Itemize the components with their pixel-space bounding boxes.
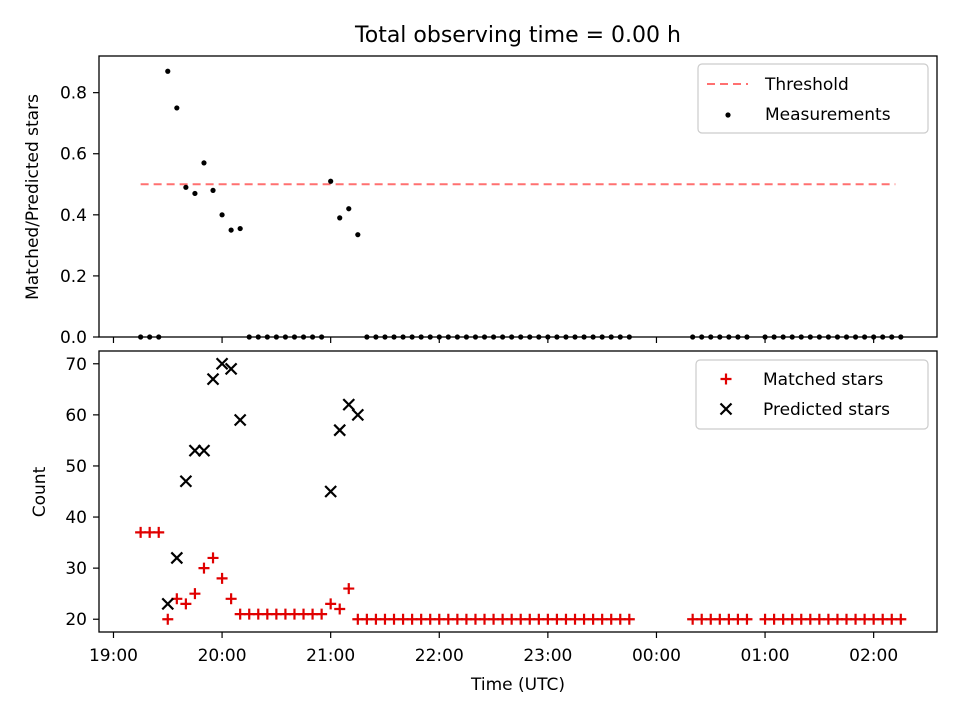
bottom-axes-frame — [98, 350, 938, 633]
predicted-legend-swatch — [719, 402, 733, 416]
bottom-legend-box — [695, 359, 929, 430]
y-tick-label: 20 — [65, 610, 87, 630]
top-plot-area — [138, 68, 904, 340]
measurement-point — [337, 215, 343, 221]
matched-star-point — [895, 613, 907, 625]
predicted-star-point — [324, 485, 337, 498]
matched-star-point — [316, 608, 328, 620]
matched-star-point — [216, 572, 228, 584]
predicted-star-point — [188, 444, 202, 457]
measurement-point — [192, 190, 198, 197]
threshold-legend-label: Threshold — [764, 75, 849, 95]
bottom-x-ticks: 19:00 20:00 21:00 22:00 23:00 00:00 01:00 02:00 — [89, 632, 898, 666]
measurement-point — [165, 68, 171, 74]
measurement-point — [201, 160, 207, 166]
predicted-star-point — [233, 413, 247, 427]
matched-star-point — [207, 552, 219, 564]
bottom-legend: Matched stars Predicted stars — [695, 359, 929, 430]
matched-legend-label: Matched stars — [763, 370, 883, 390]
top-panel: 0.00.20.40.60.8 Matched/Predicted stars … — [23, 55, 938, 348]
measurements-legend-label: Measurements — [765, 105, 891, 125]
predicted-star-point — [179, 475, 193, 488]
matched-star-point — [623, 613, 635, 625]
top-legend: Threshold Measurements — [697, 63, 929, 134]
top-x-ticks — [112, 337, 875, 343]
y-tick-label: 30 — [65, 559, 87, 579]
predicted-star-point — [161, 597, 175, 611]
matched-star-point — [225, 593, 237, 605]
measurement-point — [355, 232, 361, 238]
y-tick-label: 70 — [65, 355, 87, 375]
x-tick-label: 01:00 — [741, 646, 790, 666]
predicted-star-point — [351, 408, 365, 422]
x-tick-label: 22:00 — [415, 646, 464, 666]
y-tick-label: 0.2 — [60, 267, 87, 287]
measurement-point — [183, 184, 189, 190]
predicted-star-point — [197, 444, 211, 457]
y-tick-label: 50 — [65, 457, 87, 477]
matched-star-point — [325, 598, 337, 610]
predicted-star-point — [224, 362, 238, 376]
measurement-point — [228, 227, 234, 233]
measurement-point — [328, 178, 334, 184]
measurement-point — [237, 225, 243, 232]
top-axes-frame — [98, 55, 938, 338]
figure-title: Total observing time = 0.00 h — [354, 23, 681, 48]
predicted-star-point — [170, 551, 184, 565]
y-tick-label: 60 — [65, 406, 87, 426]
matched-star-point — [741, 613, 753, 625]
y-tick-label: 0.4 — [60, 206, 87, 226]
matched-legend-marker — [720, 373, 732, 385]
y-tick-label: 0.8 — [60, 84, 87, 104]
predicted-star-point — [215, 357, 229, 371]
matched-star-point — [153, 526, 165, 538]
top-y-axis-label: Matched/Predicted stars — [23, 94, 43, 300]
bottom-y-ticks: 20 30 40 50 60 70 — [65, 355, 99, 630]
x-tick-label: 23:00 — [523, 646, 572, 666]
x-axis-label: Time (UTC) — [470, 675, 565, 695]
matched-legend-swatch — [720, 373, 732, 385]
y-tick-label: 0.6 — [60, 145, 87, 165]
predicted-legend-label: Predicted stars — [763, 400, 890, 420]
matched-star-point — [162, 613, 174, 625]
predicted-legend-marker — [719, 402, 733, 416]
x-tick-label: 21:00 — [306, 646, 355, 666]
matched-star-point — [343, 583, 355, 595]
bottom-panel: 20 30 40 50 60 70 19:00 20:00 21:00 22:00 23:00 00… — [30, 350, 938, 695]
measurement-point — [174, 105, 180, 111]
top-legend-box — [697, 63, 929, 134]
bottom-plot-area — [135, 357, 907, 625]
x-tick-label: 00:00 — [632, 646, 681, 666]
x-tick-label: 19:00 — [89, 646, 138, 666]
x-tick-label: 20:00 — [198, 646, 247, 666]
y-tick-label: 40 — [65, 508, 87, 528]
measurement-point — [346, 206, 352, 212]
predicted-star-point — [206, 372, 220, 386]
matched-star-point — [180, 598, 192, 610]
x-tick-label: 02:00 — [849, 646, 898, 666]
measurement-point — [210, 187, 216, 193]
matched-star-point — [334, 603, 346, 615]
top-y-ticks: 0.0 0.2 0.4 0.6 0.8 — [60, 84, 99, 348]
measurement-point — [219, 212, 225, 218]
matched-star-point — [198, 562, 210, 574]
matched-star-point — [189, 588, 201, 600]
measurements-legend-swatch — [725, 112, 731, 118]
y-tick-label: 0.0 — [60, 328, 87, 348]
bottom-y-axis-label: Count — [30, 466, 50, 517]
predicted-star-point — [342, 398, 356, 411]
predicted-star-point — [333, 423, 346, 437]
